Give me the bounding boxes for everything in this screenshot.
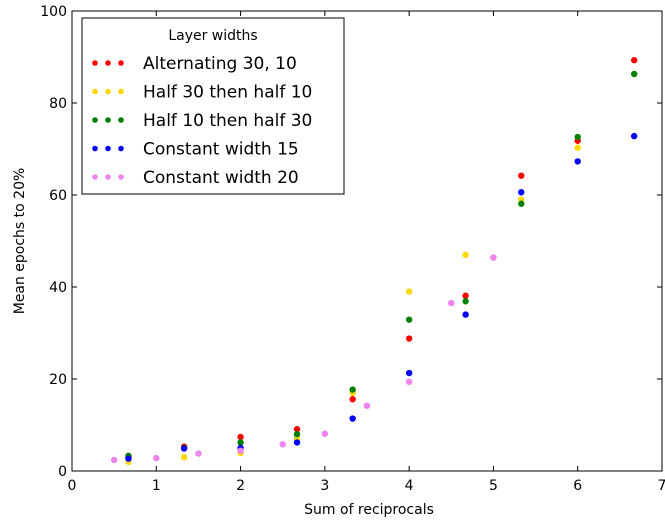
y-tick-label: 20 <box>49 372 67 388</box>
data-point <box>237 447 244 454</box>
x-tick-label: 2 <box>236 478 245 494</box>
data-point <box>574 144 581 151</box>
legend-marker <box>118 117 124 123</box>
data-point <box>349 396 356 403</box>
y-tick-label: 60 <box>49 188 67 204</box>
data-point <box>125 455 132 462</box>
data-point <box>180 454 188 461</box>
legend-marker <box>92 60 98 66</box>
data-point <box>180 445 188 452</box>
data-point <box>462 298 469 305</box>
legend-marker <box>92 117 98 123</box>
legend-marker <box>92 88 98 95</box>
data-point <box>349 415 356 422</box>
plot-frame <box>71 10 663 472</box>
data-point <box>110 456 118 464</box>
y-tick-label: 80 <box>49 96 67 112</box>
legend-label: Half 10 then half 30 <box>143 111 312 131</box>
legend-marker <box>105 60 111 66</box>
legend-marker <box>118 88 124 95</box>
data-point <box>349 386 356 393</box>
x-tick-label: 7 <box>658 478 665 494</box>
x-tick-label: 0 <box>68 478 77 494</box>
data-point <box>237 433 244 441</box>
legend-marker <box>105 145 111 152</box>
x-axis-title: Sum of reciprocals <box>304 502 434 518</box>
data-point <box>405 378 413 385</box>
data-point <box>462 311 469 318</box>
y-tick-label: 0 <box>58 464 67 480</box>
legend-label: Alternating 30, 10 <box>143 54 297 74</box>
legend: Layer widths Alternating 30, 10 Half 30 t… <box>81 17 345 195</box>
data-point <box>153 454 160 462</box>
legend-title: Layer widths <box>168 28 257 44</box>
data-point <box>405 316 413 323</box>
data-point <box>630 132 638 140</box>
legend-marker <box>105 117 111 123</box>
data-point <box>490 254 497 261</box>
data-point <box>293 425 301 433</box>
legend-marker <box>105 174 111 180</box>
legend-marker <box>105 88 111 95</box>
data-point <box>630 70 638 78</box>
data-point <box>363 402 371 409</box>
y-tick-label: 40 <box>49 280 67 296</box>
legend-label: Constant width 15 <box>143 140 299 160</box>
legend-label: Constant width 20 <box>143 168 299 188</box>
data-point <box>518 172 525 179</box>
data-point <box>405 369 413 377</box>
data-point <box>518 200 525 207</box>
data-point <box>405 288 413 295</box>
data-point <box>279 441 286 448</box>
x-tick-label: 5 <box>489 478 498 494</box>
y-axis-title: Mean epochs to 20% <box>12 168 28 315</box>
data-point <box>321 430 329 437</box>
x-tick-label: 4 <box>405 478 414 494</box>
legend-box <box>81 17 345 195</box>
data-point <box>574 133 581 141</box>
data-point <box>448 299 455 307</box>
data-point <box>630 57 638 64</box>
legend-marker <box>92 145 98 152</box>
data-point <box>405 335 413 342</box>
data-point <box>462 251 469 258</box>
data-points <box>110 57 638 465</box>
legend-marker <box>118 145 124 152</box>
legend-marker <box>118 60 124 66</box>
x-tick-label: 3 <box>320 478 329 494</box>
x-tick-label: 1 <box>152 478 161 494</box>
legend-marker <box>92 174 98 180</box>
legend-label: Half 30 then half 10 <box>143 83 312 103</box>
data-point <box>237 439 244 446</box>
x-tick-label: 6 <box>573 478 582 494</box>
data-point <box>195 450 202 457</box>
axes: 0 1 2 3 4 5 6 7 0 20 40 60 80 100 <box>40 4 665 494</box>
data-point <box>518 189 525 196</box>
data-point <box>574 158 581 165</box>
data-point <box>293 439 301 446</box>
data-point <box>293 431 301 438</box>
data-point <box>462 292 469 299</box>
legend-marker <box>118 174 124 180</box>
y-tick-label: 100 <box>40 4 67 20</box>
